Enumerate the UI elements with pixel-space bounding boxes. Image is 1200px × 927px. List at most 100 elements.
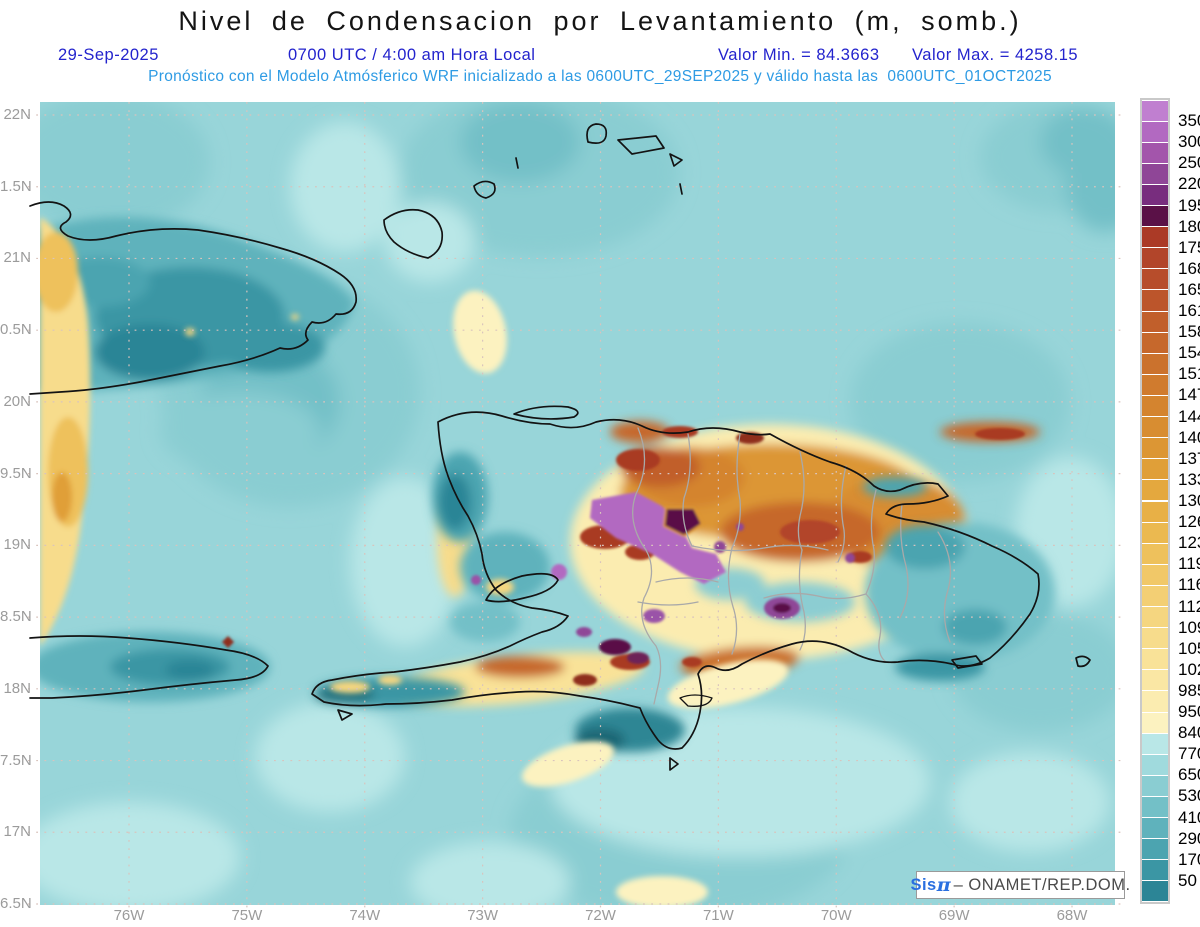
y-tick-label: 20N	[3, 392, 31, 410]
colorbar-tick-label: 50	[1178, 870, 1197, 890]
watermark-separator: –	[953, 875, 969, 894]
colorbar-tick-label: 1580	[1178, 322, 1200, 342]
watermark-org-name: ONAMET/REP.DOM.	[968, 875, 1131, 894]
colorbar-tick-label: 1230	[1178, 533, 1200, 553]
colorbar-segment	[1142, 628, 1168, 649]
colorbar-tick-label: 3500	[1178, 111, 1200, 131]
colorbar-tick-label: 1055	[1178, 638, 1200, 658]
colorbar-tick-label: 410	[1178, 807, 1200, 827]
colorbar-tick-label: 1440	[1178, 406, 1200, 426]
colorbar-segment	[1142, 501, 1168, 522]
colorbar-tick-label: 1265	[1178, 512, 1200, 532]
colorbar-tick-label: 840	[1178, 723, 1200, 743]
x-tick-label: 74W	[349, 907, 381, 924]
colorbar-segment	[1142, 839, 1168, 860]
colorbar-segment	[1142, 459, 1168, 480]
colorbar-segment	[1142, 712, 1168, 733]
colorbar-segment	[1142, 121, 1168, 142]
colorbar-tick-label: 1195	[1178, 554, 1200, 574]
x-tick-label: 68W	[1056, 907, 1088, 924]
colorbar-segment	[1142, 670, 1168, 691]
colorbar-tick-label: 650	[1178, 765, 1200, 785]
colorbar-tick-label: 1475	[1178, 385, 1200, 405]
colorbar-tick-label: 1800	[1178, 216, 1200, 236]
forecast-date: 29-Sep-2025	[58, 46, 159, 64]
colorbar-segment	[1142, 818, 1168, 839]
colorbar-segment	[1142, 649, 1168, 670]
colorbar-segment	[1142, 438, 1168, 459]
y-tick-label: 6.5N	[0, 894, 31, 912]
colorbar	[1140, 98, 1170, 904]
colorbar-tick-label: 530	[1178, 786, 1200, 806]
coastlines	[29, 123, 1091, 771]
colorbar-tick-label: 2500	[1178, 153, 1200, 173]
colorbar-segment	[1142, 733, 1168, 754]
x-tick-label: 69W	[938, 907, 970, 924]
colorbar-tick-label: 1685	[1178, 258, 1200, 278]
watermark-system-name: Sis	[910, 875, 937, 894]
x-tick-label: 75W	[231, 907, 263, 924]
model-init-line: Pronóstico con el Modelo Atmósferico WRF…	[148, 68, 1052, 85]
page-title: Nivel de Condensacion por Levantamiento …	[178, 6, 1022, 36]
y-tick-label: 22N	[3, 106, 31, 123]
colorbar-segment	[1142, 543, 1168, 564]
colorbar-segment	[1142, 607, 1168, 628]
colorbar-segment	[1142, 332, 1168, 353]
colorbar-segment	[1142, 754, 1168, 775]
colorbar-segment	[1142, 585, 1168, 606]
y-tick-label: 0.5N	[0, 321, 31, 339]
colorbar-tick-label: 3000	[1178, 132, 1200, 152]
colorbar-segment	[1142, 353, 1168, 374]
colorbar-segment	[1142, 248, 1168, 269]
colorbar-tick-label: 950	[1178, 702, 1200, 722]
colorbar-tick-label: 1335	[1178, 469, 1200, 489]
contour-fills	[40, 102, 1115, 905]
colorbar-tick-label: 2200	[1178, 174, 1200, 194]
x-tick-label: 76W	[113, 907, 145, 924]
colorbar-segment	[1142, 227, 1168, 248]
colorbar-segment	[1142, 881, 1168, 902]
colorbar-tick-label: 1300	[1178, 491, 1200, 510]
colorbar-segment	[1142, 206, 1168, 227]
province-borders	[632, 427, 952, 705]
colorbar-tick-label: 1125	[1178, 596, 1200, 616]
colorbar-tick-label: 1545	[1178, 343, 1200, 363]
colorbar-segment	[1142, 290, 1168, 311]
y-tick-label: 8.5N	[0, 608, 31, 626]
colorbar-segment	[1142, 163, 1168, 184]
colorbar-segment	[1142, 311, 1168, 332]
colorbar-tick-label: 1950	[1178, 195, 1200, 215]
y-tick-label: 1.5N	[0, 177, 31, 195]
colorbar-segment	[1142, 417, 1168, 438]
y-tick-label: 7.5N	[0, 751, 31, 769]
min-value-label: Valor Min. = 84.3663	[718, 46, 880, 64]
colorbar-tick-label: 1090	[1178, 617, 1200, 637]
y-tick-label: 19N	[3, 536, 31, 554]
colorbar-segment	[1142, 142, 1168, 163]
watermark-box: Sis π – ONAMET/REP.DOM.	[910, 871, 1130, 899]
x-tick-label: 70W	[820, 907, 852, 924]
colorbar-segment	[1142, 691, 1168, 712]
y-tick-label: 21N	[3, 249, 31, 267]
colorbar-segment	[1142, 100, 1168, 121]
y-tick-label: 9.5N	[0, 464, 31, 482]
colorbar-segment	[1142, 395, 1168, 417]
colorbar-tick-label: 770	[1178, 744, 1200, 764]
colorbar-tick-label: 1020	[1178, 659, 1200, 679]
colorbar-segment	[1142, 374, 1168, 395]
colorbar-segment	[1142, 775, 1168, 796]
y-tick-label: 17N	[3, 823, 31, 841]
watermark-pi-symbol: π	[936, 874, 951, 896]
map-canvas	[28, 102, 1126, 912]
colorbar-segment	[1142, 860, 1168, 881]
colorbar-tick-label: 1405	[1178, 427, 1200, 447]
colorbar-segment	[1142, 184, 1168, 205]
max-value-label: Valor Max. = 4258.15	[912, 46, 1079, 64]
forecast-time: 0700 UTC / 4:00 am Hora Local	[288, 46, 536, 64]
colorbar-tick-label: 985	[1178, 680, 1200, 700]
colorbar-segment	[1142, 564, 1168, 585]
x-tick-label: 73W	[467, 907, 499, 924]
